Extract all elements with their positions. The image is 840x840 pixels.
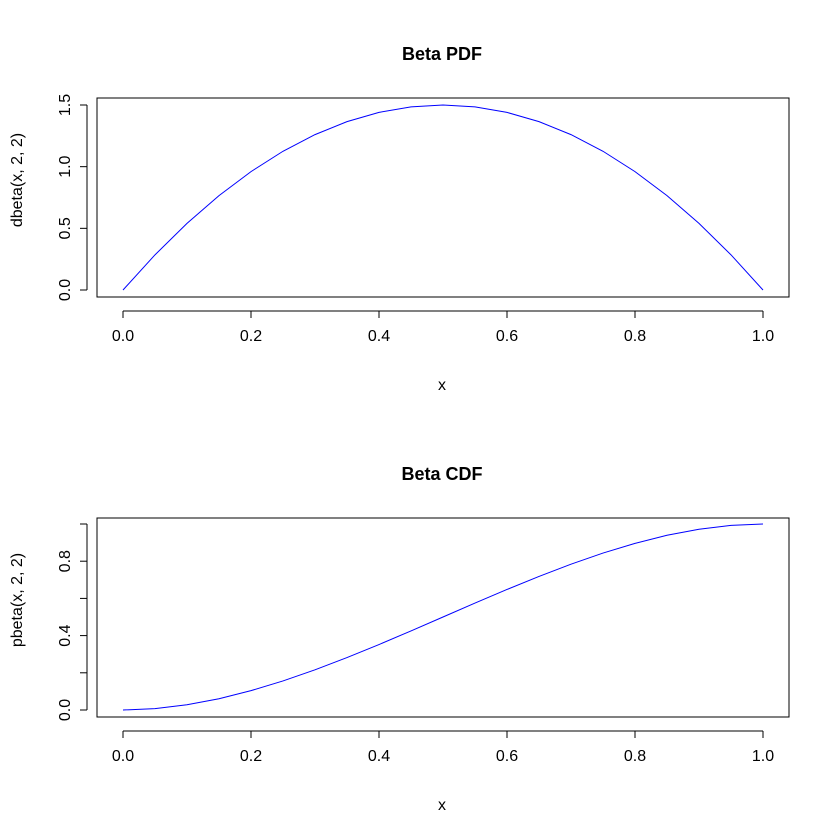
beta-pdf-x-tick-label: 0.2 xyxy=(240,328,262,345)
beta-cdf-plot-frame xyxy=(96,517,790,718)
beta-pdf-curve xyxy=(122,104,764,291)
beta-pdf-x-tick-label: 0.6 xyxy=(496,328,518,345)
beta-pdf-title: Beta PDF xyxy=(402,44,482,64)
beta-cdf-x-axis-title: x xyxy=(438,797,446,814)
beta-cdf-x-tick-label: 0.6 xyxy=(496,748,518,765)
beta-cdf-x-tick-label: 0.2 xyxy=(240,748,262,765)
beta-cdf-x-tick-label: 0.8 xyxy=(624,748,646,765)
beta-pdf-plot-frame xyxy=(96,97,790,298)
beta-cdf-curve xyxy=(122,523,764,711)
beta-cdf-title: Beta CDF xyxy=(401,464,482,484)
beta-pdf-x-tick-label: 0.4 xyxy=(368,328,390,345)
beta-pdf-panel: Beta PDF x dbeta(x, 2, 2) 0.0 0.2 0.4 0.6 0.… xyxy=(9,44,790,394)
beta-pdf-y-tick-label: 0.5 xyxy=(57,217,74,239)
beta-cdf-y-axis-title: pbeta(x, 2, 2) xyxy=(9,553,26,647)
beta-pdf-y-tick-label: 1.5 xyxy=(57,94,74,116)
beta-pdf-x-tick-label: 0.8 xyxy=(624,328,646,345)
beta-cdf-x-axis: 0.0 0.2 0.4 0.6 0.8 1.0 xyxy=(112,730,774,765)
beta-cdf-x-tick-label: 0.4 xyxy=(368,748,390,765)
beta-cdf-panel: Beta CDF x pbeta(x, 2, 2) 0.0 0.2 0.4 0.6 0.… xyxy=(9,464,790,814)
beta-pdf-x-axis: 0.0 0.2 0.4 0.6 0.8 1.0 xyxy=(112,310,774,345)
beta-cdf-y-tick-label: 0.0 xyxy=(57,699,74,721)
beta-cdf-x-tick-label: 1.0 xyxy=(752,748,774,765)
beta-pdf-x-axis-title: x xyxy=(438,377,446,394)
beta-pdf-x-tick-label: 1.0 xyxy=(752,328,774,345)
beta-pdf-y-tick-label: 0.0 xyxy=(57,279,74,301)
beta-cdf-y-tick-label: 0.8 xyxy=(57,550,74,572)
beta-cdf-y-axis: 0.0 0.4 0.8 xyxy=(57,523,88,721)
beta-pdf-x-tick-label: 0.0 xyxy=(112,328,134,345)
beta-cdf-x-tick-label: 0.0 xyxy=(112,748,134,765)
beta-pdf-y-axis: 0.0 0.5 1.0 1.5 xyxy=(57,94,88,301)
beta-pdf-y-tick-label: 1.0 xyxy=(57,155,74,177)
beta-cdf-y-tick-label: 0.4 xyxy=(57,624,74,646)
beta-pdf-y-axis-title: dbeta(x, 2, 2) xyxy=(9,133,26,227)
